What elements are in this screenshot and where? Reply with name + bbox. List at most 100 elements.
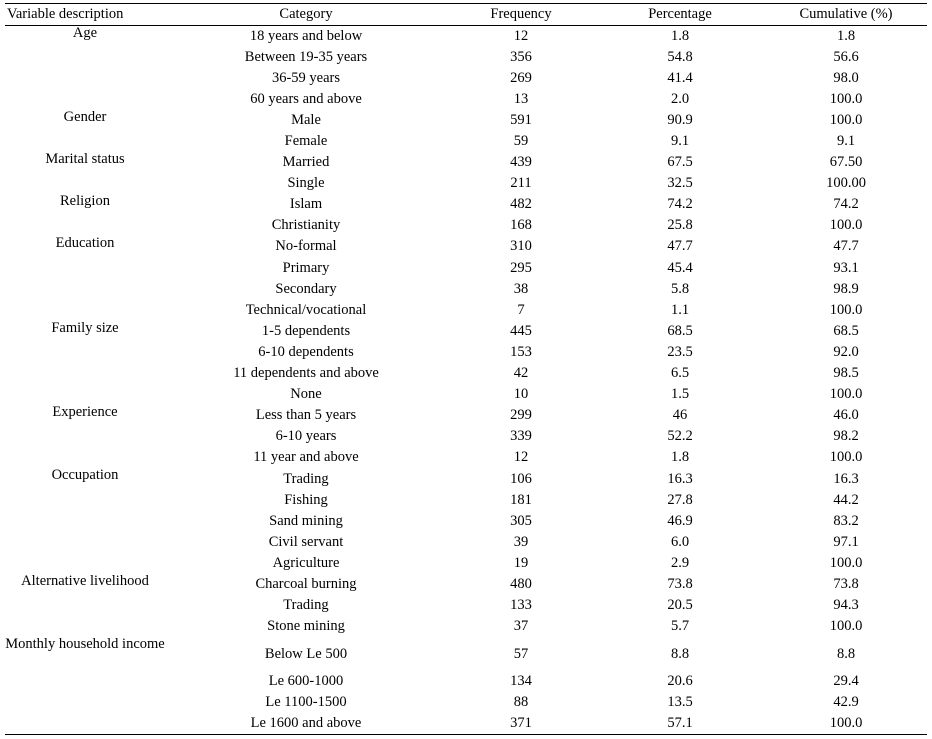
cell-variable-description: Family size [51, 319, 119, 336]
cell-frequency: 42 [513, 365, 529, 382]
table-row: Monthly household income Below Le 500 57 8.… [5, 637, 927, 671]
cell-cumulative: 83.2 [833, 512, 859, 529]
cell-frequency: 299 [510, 407, 532, 424]
cell-category: Stone mining [267, 618, 345, 635]
cell-percentage: 6.0 [670, 533, 690, 550]
cell-category: Single [287, 175, 325, 192]
cell-percentage: 13.5 [667, 694, 693, 711]
cell-percentage: 54.8 [667, 48, 693, 65]
cell-category: Secondary [275, 280, 337, 297]
table-row: Occupation Trading 106 16.3 16.3 [5, 468, 927, 489]
cell-cumulative: 98.5 [833, 365, 859, 382]
cell-cumulative: 46.0 [833, 407, 859, 424]
table-row: 36-59 years 269 41.4 98.0 [5, 68, 927, 89]
cell-frequency: 7 [517, 301, 525, 318]
cell-cumulative: 97.1 [833, 533, 859, 550]
table-row: Alternative livelihood Charcoal burning 48… [5, 573, 927, 595]
cell-cumulative: 47.7 [833, 238, 859, 255]
cell-cumulative: 100.0 [829, 449, 863, 466]
cell-cumulative: 9.1 [836, 133, 856, 150]
cell-percentage: 5.7 [670, 618, 690, 635]
cell-frequency: 39 [513, 533, 529, 550]
table-row: Technical/vocational 7 1.1 100.0 [5, 300, 927, 321]
table-row: Trading 133 20.5 94.3 [5, 595, 927, 616]
cell-variable-description [5, 342, 165, 363]
cell-category: Married [282, 154, 330, 171]
table-row: 6-10 years 339 52.2 98.2 [5, 426, 927, 447]
table-row: Fishing 181 27.8 44.2 [5, 490, 927, 511]
cell-cumulative: 1.8 [836, 27, 856, 44]
cell-category: Le 1600 and above [165, 713, 447, 736]
cell-variable-description: Education [55, 235, 115, 252]
cell-frequency: 153 [510, 343, 532, 360]
cell-percentage: 8.8 [670, 645, 690, 662]
cell-percentage: 73.8 [667, 575, 693, 592]
cell-category: Fishing [284, 491, 328, 508]
cell-frequency: 19 [513, 554, 529, 571]
cell-category: Male [291, 111, 321, 128]
cell-cumulative: 8.8 [836, 645, 856, 662]
cell-frequency: 168 [510, 217, 532, 234]
cell-variable-description [5, 447, 165, 468]
cell-percentage: 90.9 [667, 111, 693, 128]
header-cumulative: Cumulative (%) [765, 3, 927, 26]
table-row: Marital status Married 439 67.5 67.50 [5, 152, 927, 173]
cell-variable-description [5, 490, 165, 511]
cell-percentage: 5.8 [670, 280, 690, 297]
cell-frequency: 482 [510, 196, 532, 213]
cell-cumulative: 56.6 [833, 48, 859, 65]
cell-category: 36-59 years [271, 69, 341, 86]
cell-variable-description: Monthly household income [5, 636, 165, 653]
cell-frequency: 57 [513, 645, 529, 662]
cell-category: 6-10 years [275, 428, 337, 445]
cell-variable-description [5, 47, 165, 68]
cell-cumulative: 74.2 [833, 196, 859, 213]
cell-category: 18 years and below [249, 27, 363, 44]
cell-percentage: 23.5 [667, 343, 693, 360]
cell-percentage: 1.5 [670, 386, 690, 403]
table-row: Stone mining 37 5.7 100.0 [5, 616, 927, 637]
cell-variable-description [5, 131, 165, 152]
cell-cumulative: 100.0 [829, 301, 863, 318]
table-row: Sand mining 305 46.9 83.2 [5, 511, 927, 532]
cell-category: Le 600-1000 [268, 673, 344, 690]
cell-percentage: 41.4 [667, 69, 693, 86]
cell-category: Between 19-35 years [244, 48, 368, 65]
table-row: Christianity 168 25.8 100.0 [5, 215, 927, 236]
table-row: Between 19-35 years 356 54.8 56.6 [5, 47, 927, 68]
cell-variable-description: Occupation [51, 467, 119, 484]
cell-cumulative: 100.0 [829, 386, 863, 403]
cell-category: Trading [283, 597, 329, 614]
cell-cumulative: 100.0 [829, 90, 863, 107]
cell-percentage: 45.4 [667, 259, 693, 276]
cell-variable-description [5, 426, 165, 447]
cell-percentage: 52.2 [667, 428, 693, 445]
cell-cumulative: 98.0 [833, 69, 859, 86]
cell-percentage: 27.8 [667, 491, 693, 508]
cell-percentage: 68.5 [667, 322, 693, 339]
header-percentage: Percentage [595, 3, 765, 26]
table-body: Age 18 years and below 12 1.8 1.8 Between 19-… [5, 25, 927, 736]
table-row: Secondary 38 5.8 98.9 [5, 279, 927, 300]
cell-cumulative: 100.0 [829, 554, 863, 571]
table-row: Experience Less than 5 years 299 46 46.0 [5, 405, 927, 426]
cell-variable-description [5, 595, 165, 616]
table-row: Civil servant 39 6.0 97.1 [5, 532, 927, 553]
cell-category: 6-10 dependents [258, 343, 354, 360]
cell-percentage: 20.5 [667, 597, 693, 614]
cell-percentage: 2.0 [670, 90, 690, 107]
table-row: Single 211 32.5 100.00 [5, 173, 927, 194]
cell-category: Less than 5 years [255, 407, 357, 424]
cell-variable-description [5, 671, 165, 692]
cell-percentage: 9.1 [670, 133, 690, 150]
cell-frequency: 133 [510, 597, 532, 614]
cell-percentage: 1.8 [670, 449, 690, 466]
cell-percentage: 16.3 [667, 470, 693, 487]
cell-frequency: 445 [510, 322, 532, 339]
cell-frequency: 356 [510, 48, 532, 65]
cell-cumulative: 16.3 [833, 470, 859, 487]
cell-variable-description [5, 363, 165, 384]
cell-variable-description [5, 279, 165, 300]
table-row: None 10 1.5 100.0 [5, 384, 927, 405]
cell-percentage: 1.1 [670, 301, 690, 318]
